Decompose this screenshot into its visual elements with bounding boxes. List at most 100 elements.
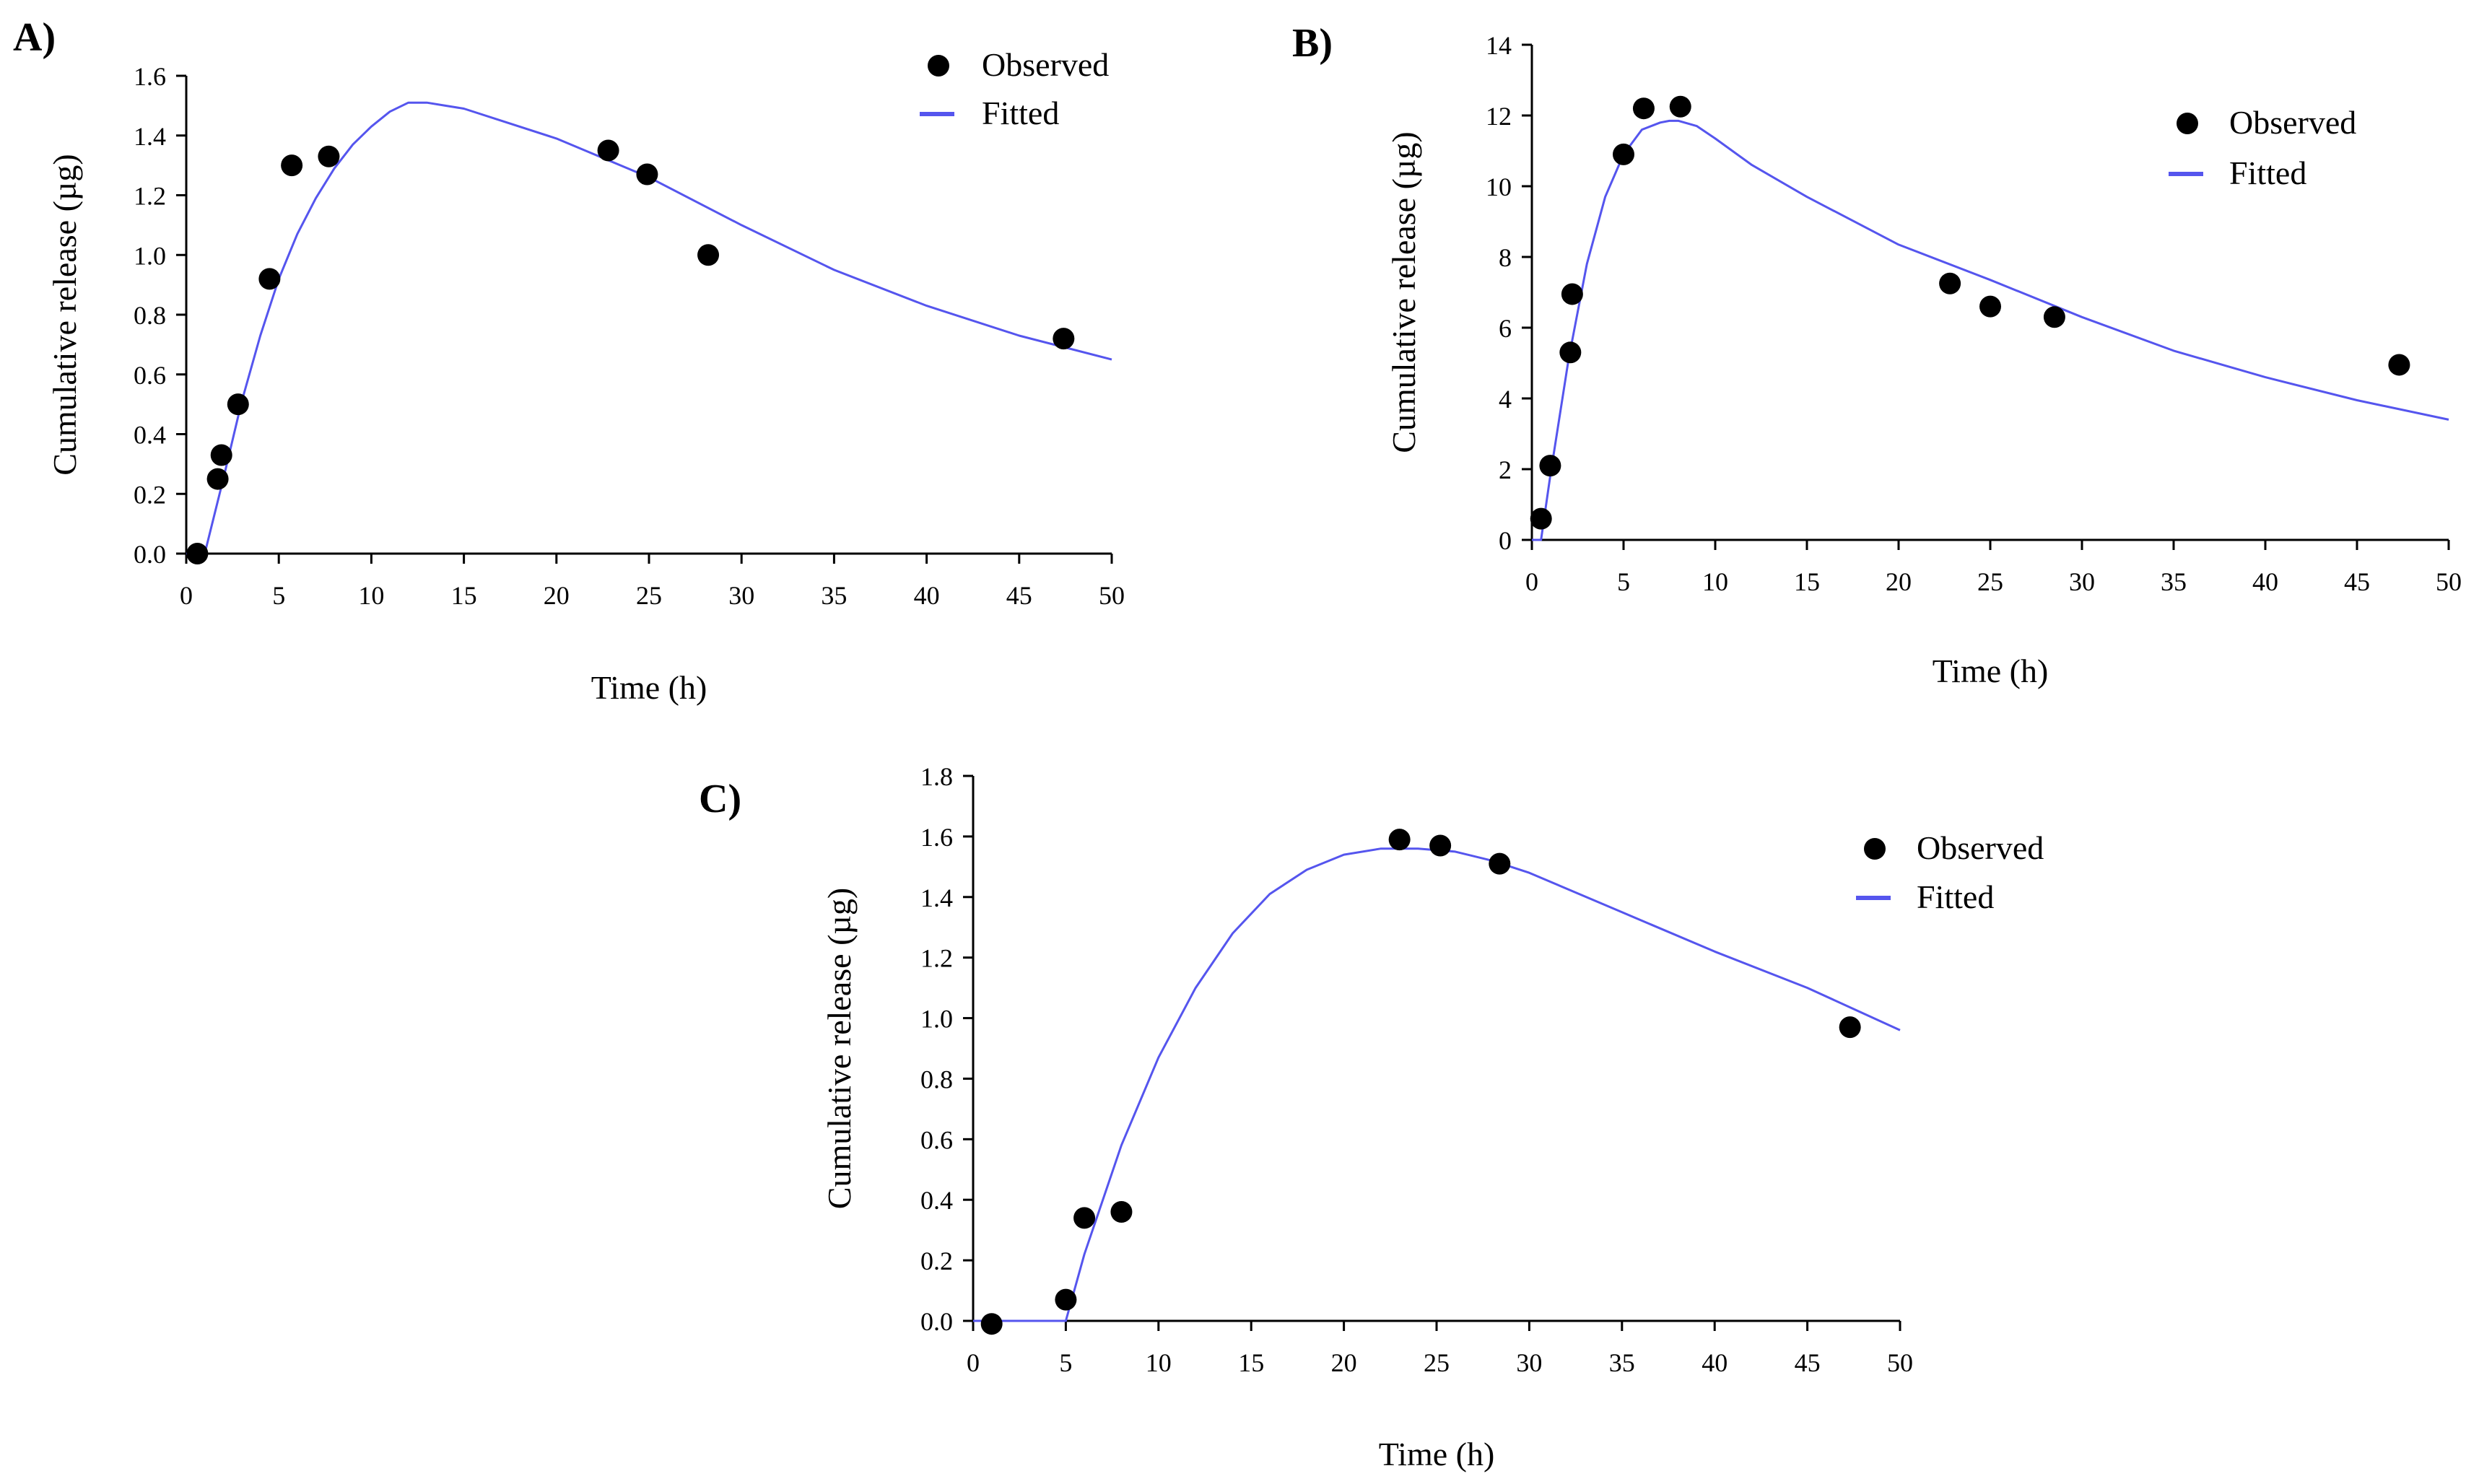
observed-point (1939, 272, 1961, 294)
x-tick-label: 50 (1887, 1348, 1913, 1377)
legend-observed-marker (2177, 113, 2198, 134)
x-tick-label: 50 (1099, 581, 1125, 610)
observed-point (1979, 295, 2001, 318)
y-tick-label: 12 (1486, 102, 1512, 131)
x-tick-label: 10 (358, 581, 384, 610)
legend: Observed Fitted (2169, 104, 2356, 191)
legend-fitted-label: Fitted (1917, 878, 1994, 915)
legend-observed-marker (928, 55, 949, 77)
fitted-series-line (1532, 119, 2449, 541)
x-tick-label: 10 (1146, 1348, 1172, 1377)
y-tick-label: 0.4 (134, 421, 166, 450)
observed-point (636, 163, 658, 186)
x-tick-label: 25 (1424, 1348, 1450, 1377)
x-tick-label: 25 (636, 581, 662, 610)
x-tick-label: 0 (180, 581, 193, 610)
x-tick-label: 5 (1059, 1348, 1072, 1377)
x-tick-label: 35 (2161, 567, 2187, 596)
x-tick-label: 45 (1006, 581, 1032, 610)
panel-label: B) (1292, 21, 1333, 66)
chart-panel-c: 0 5 10 15 20 25 30 35 40 45 50 0.0 0.2 0.4 0.6 0.8 1.0 1.… (699, 762, 2044, 1472)
observed-point (1561, 283, 1583, 305)
y-tick-label: 4 (1499, 385, 1512, 414)
panel-label: C) (699, 777, 741, 821)
y-axis-title: Cumulative release (µg) (1385, 131, 1422, 453)
panel-label: A) (13, 15, 56, 60)
observed-point (980, 1313, 1003, 1335)
y-tick-label: 14 (1486, 31, 1512, 60)
observed-point (210, 444, 232, 466)
observed-point (318, 145, 340, 167)
x-tick-label: 30 (1516, 1348, 1542, 1377)
observed-point (1669, 95, 1691, 118)
observed-point (1388, 829, 1411, 851)
x-tick-label: 5 (1617, 567, 1630, 596)
observed-point (597, 139, 619, 162)
observed-point (1839, 1016, 1861, 1039)
x-tick-label: 50 (2436, 567, 2462, 596)
observed-point (281, 154, 303, 177)
observed-point (1539, 455, 1561, 477)
y-tick-label: 10 (1486, 173, 1512, 201)
y-tick-label: 6 (1499, 314, 1512, 343)
y-tick-label: 0.8 (920, 1065, 953, 1094)
x-tick-label: 30 (728, 581, 754, 610)
y-tick-label: 1.6 (920, 823, 953, 852)
x-tick-label: 25 (1977, 567, 2003, 596)
legend-observed-label: Observed (2229, 104, 2356, 141)
y-axis-title: Cumulative release (µg) (821, 888, 858, 1209)
y-tick-label: 1.0 (134, 241, 166, 270)
y-tick-label: 0.4 (920, 1186, 953, 1215)
y-axis-title: Cumulative release (µg) (46, 154, 83, 475)
y-tick-label: 0.2 (920, 1247, 953, 1275)
observed-point (206, 468, 229, 490)
x-tick-label: 20 (1886, 567, 1912, 596)
observed-point (1632, 97, 1655, 120)
y-tick-label: 0.2 (134, 480, 166, 509)
x-tick-label: 0 (967, 1348, 980, 1377)
y-tick-label: 1.4 (134, 122, 166, 151)
x-tick-label: 20 (544, 581, 570, 610)
legend: Observed Fitted (920, 46, 1109, 131)
observed-point (1073, 1207, 1096, 1229)
y-tick-label: 0.8 (134, 301, 166, 330)
y-tick-label: 0 (1499, 526, 1512, 555)
y-tick-label: 1.2 (920, 944, 953, 973)
legend-observed-label: Observed (1917, 829, 2044, 866)
y-tick-label: 0.6 (134, 361, 166, 390)
chart-panel-b: 0 5 10 15 20 25 30 35 40 45 50 0 2 4 6 8 10 12 14 Time (h) C… (1292, 21, 2462, 689)
y-tick-label: 0.6 (920, 1125, 953, 1154)
x-axis-title: Time (h) (1933, 652, 2049, 689)
fitted-series-line (186, 101, 1112, 555)
observed-point (186, 543, 209, 564)
x-tick-label: 45 (2344, 567, 2370, 596)
observed-point (2043, 306, 2065, 328)
observed-point (1613, 143, 1634, 165)
y-tick-label: 2 (1499, 455, 1512, 484)
y-tick-label: 1.8 (920, 762, 953, 791)
x-axis-title: Time (h) (1379, 1436, 1495, 1472)
legend-fitted-label: Fitted (982, 95, 1059, 131)
observed-point (1429, 834, 1452, 857)
y-tick-label: 0.0 (134, 540, 166, 569)
x-tick-label: 20 (1331, 1348, 1357, 1377)
x-tick-label: 10 (1702, 567, 1728, 596)
chart-panel-a: 0 5 10 15 20 25 30 35 40 45 50 0.0 0.2 0.4 0.6 0.8 1.0 1.… (13, 15, 1125, 706)
observed-point (2388, 354, 2410, 376)
x-tick-label: 30 (2069, 567, 2095, 596)
legend: Observed Fitted (1856, 829, 2044, 915)
y-tick-label: 1.6 (134, 62, 166, 91)
x-tick-label: 40 (914, 581, 940, 610)
observed-point (1110, 1201, 1133, 1223)
x-tick-label: 35 (1609, 1348, 1635, 1377)
observed-point (227, 393, 249, 416)
y-tick-label: 1.2 (134, 182, 166, 211)
observed-point (1055, 1288, 1077, 1311)
legend-fitted-label: Fitted (2229, 154, 2306, 191)
x-tick-label: 45 (1795, 1348, 1821, 1377)
x-tick-label: 15 (1238, 1348, 1264, 1377)
observed-point (1530, 507, 1552, 530)
fitted-series-line (973, 847, 1901, 1322)
observed-point (1053, 328, 1075, 350)
